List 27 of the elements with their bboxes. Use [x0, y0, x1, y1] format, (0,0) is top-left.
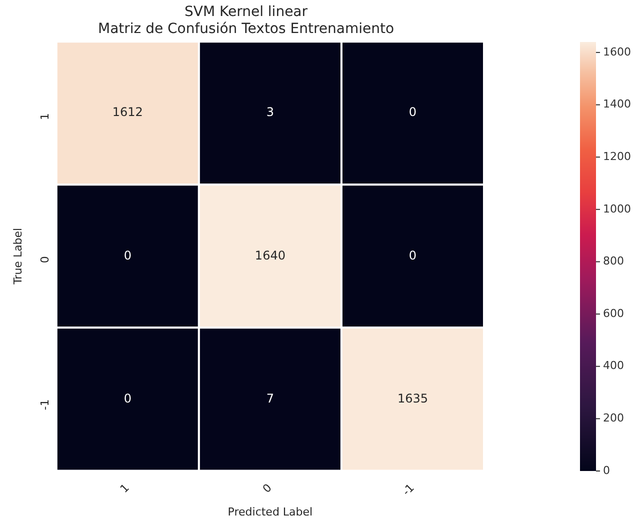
y-axis-title: True Label — [11, 228, 24, 286]
data-label: 1612 — [112, 105, 143, 120]
color-bar-label: 1400 — [603, 98, 631, 111]
data-label: 1635 — [397, 391, 428, 406]
x-axis-title: Predicted Label — [228, 505, 313, 518]
color-bar-label: 0 — [603, 464, 610, 477]
data-label: 0 — [408, 105, 417, 120]
color-bar-label: 1200 — [603, 150, 631, 163]
y-tick-label: 0 — [38, 256, 52, 264]
y-tick-label: -1 — [38, 399, 52, 410]
color-bar-label: 1000 — [603, 202, 631, 216]
chart-title: SVM Kernel linear Matriz de Confusión Textos Entrenamiento — [98, 4, 394, 37]
data-label: 3 — [266, 105, 274, 120]
color-bar-label: 800 — [603, 254, 624, 268]
x-tick-label: 1 — [118, 481, 132, 496]
data-label: 0 — [124, 391, 132, 406]
color-bar-label: 1600 — [603, 45, 631, 58]
data-label: 7 — [266, 391, 274, 406]
data-label: 0 — [124, 248, 132, 262]
color-bar-label: 200 — [603, 412, 624, 425]
x-tick-label: 0 — [260, 481, 274, 496]
data-label: 0 — [408, 248, 417, 262]
color-bar-label: 400 — [603, 359, 624, 372]
y-tick-label: 1 — [38, 113, 52, 120]
data-label: 1640 — [254, 248, 286, 262]
x-tick-label: -1 — [400, 481, 417, 498]
color-bar-label: 600 — [603, 306, 624, 320]
